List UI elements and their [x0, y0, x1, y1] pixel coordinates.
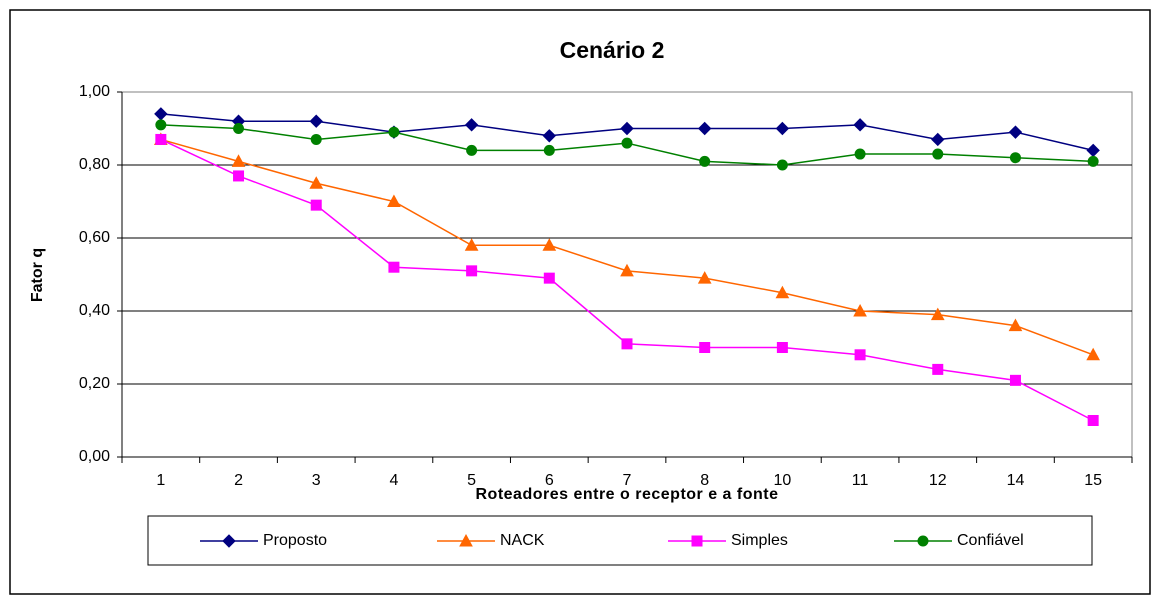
- marker: [309, 114, 323, 128]
- x-tick-label: 7: [623, 472, 632, 489]
- y-tick-label: 0,20: [79, 375, 110, 392]
- marker: [699, 155, 711, 167]
- marker: [464, 118, 479, 132]
- marker: [387, 194, 401, 207]
- marker: [775, 121, 790, 136]
- marker: [464, 238, 479, 251]
- y-tick-label: 1,00: [79, 83, 110, 100]
- marker: [932, 363, 944, 375]
- x-tick-label: 15: [1084, 472, 1102, 489]
- marker: [697, 121, 712, 136]
- marker: [1087, 415, 1099, 426]
- marker: [388, 126, 400, 138]
- marker: [1008, 318, 1023, 332]
- marker: [1086, 347, 1100, 361]
- marker: [155, 133, 167, 145]
- marker: [621, 137, 633, 149]
- marker: [620, 121, 634, 136]
- y-tick-label: 0,80: [79, 156, 110, 173]
- marker: [466, 265, 478, 277]
- marker: [930, 307, 945, 321]
- marker: [388, 261, 400, 273]
- marker: [233, 170, 245, 182]
- legend-label: Confiável: [957, 532, 1024, 549]
- marker: [620, 263, 634, 277]
- marker: [1087, 155, 1099, 167]
- marker: [854, 349, 866, 361]
- marker: [155, 119, 167, 131]
- marker: [459, 533, 473, 547]
- y-axis-label: Fator q: [29, 248, 46, 302]
- x-tick-label: 12: [929, 472, 947, 489]
- legend-label: Proposto: [263, 532, 327, 549]
- marker: [776, 342, 788, 353]
- legend-label: NACK: [500, 532, 545, 549]
- marker: [1008, 125, 1023, 139]
- marker: [1009, 152, 1021, 164]
- y-tick-label: 0,40: [79, 302, 110, 319]
- marker: [233, 123, 245, 134]
- x-tick-label: 5: [467, 472, 476, 489]
- x-tick-label: 11: [852, 472, 869, 489]
- marker: [776, 159, 788, 171]
- y-tick-label: 0,00: [79, 448, 110, 465]
- marker: [931, 132, 945, 147]
- marker: [310, 199, 322, 211]
- marker: [775, 285, 790, 299]
- marker: [542, 238, 557, 251]
- marker: [854, 148, 866, 160]
- marker: [1009, 374, 1021, 386]
- x-tick-label: 2: [234, 472, 243, 489]
- x-tick-label: 10: [773, 472, 791, 489]
- marker: [691, 535, 703, 547]
- marker: [621, 338, 633, 350]
- marker: [543, 144, 555, 156]
- x-tick-label: 6: [545, 472, 554, 489]
- x-tick-label: 1: [156, 472, 165, 489]
- marker: [542, 129, 557, 143]
- marker: [853, 303, 867, 317]
- x-tick-label: 4: [389, 472, 398, 489]
- marker: [853, 118, 867, 132]
- marker: [697, 271, 712, 284]
- marker: [932, 148, 944, 160]
- marker: [699, 342, 711, 353]
- legend-label: Simples: [731, 532, 788, 549]
- x-tick-label: 3: [312, 472, 321, 489]
- marker: [543, 272, 555, 284]
- x-tick-label: 14: [1007, 472, 1025, 489]
- chart-title: Cenário 2: [560, 37, 665, 63]
- marker: [917, 535, 929, 547]
- marker: [310, 133, 322, 145]
- marker: [231, 154, 246, 167]
- x-axis-label: Roteadores entre o receptor e a fonte: [475, 486, 778, 503]
- marker: [466, 144, 478, 156]
- x-tick-label: 8: [700, 472, 709, 489]
- y-tick-label: 0,60: [79, 229, 110, 246]
- marker: [309, 176, 324, 189]
- marker: [222, 534, 236, 548]
